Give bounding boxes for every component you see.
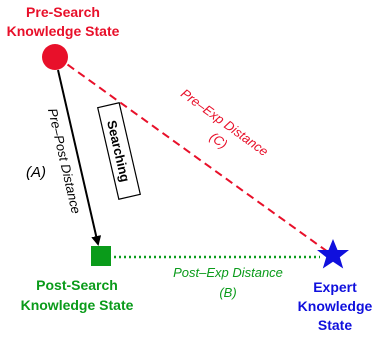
pre-exp-edge bbox=[56, 56, 329, 253]
post-search-node bbox=[91, 246, 111, 266]
searching-box: Searching bbox=[96, 102, 142, 200]
post-exp-tag: (B) bbox=[219, 285, 236, 300]
pre-post-tag: (A) bbox=[26, 164, 46, 181]
pre-search-label-line2: Knowledge State bbox=[7, 23, 120, 39]
pre-exp-distance-label: Pre–Exp Distance bbox=[178, 86, 271, 159]
pre-post-edge bbox=[57, 69, 102, 246]
pre-search-label-line1: Pre-Search bbox=[26, 4, 100, 20]
post-search-label-line1: Post-Search bbox=[36, 277, 118, 293]
pre-search-node bbox=[42, 44, 68, 70]
expert-label-line1: Expert bbox=[313, 279, 357, 295]
post-exp-distance-label: Post–Exp Distance bbox=[173, 265, 283, 280]
expert-node-star-icon bbox=[317, 239, 349, 269]
expert-label-line3: State bbox=[318, 317, 352, 333]
expert-label-line2: Knowledge bbox=[298, 298, 373, 314]
post-search-label-line2: Knowledge State bbox=[21, 297, 134, 313]
